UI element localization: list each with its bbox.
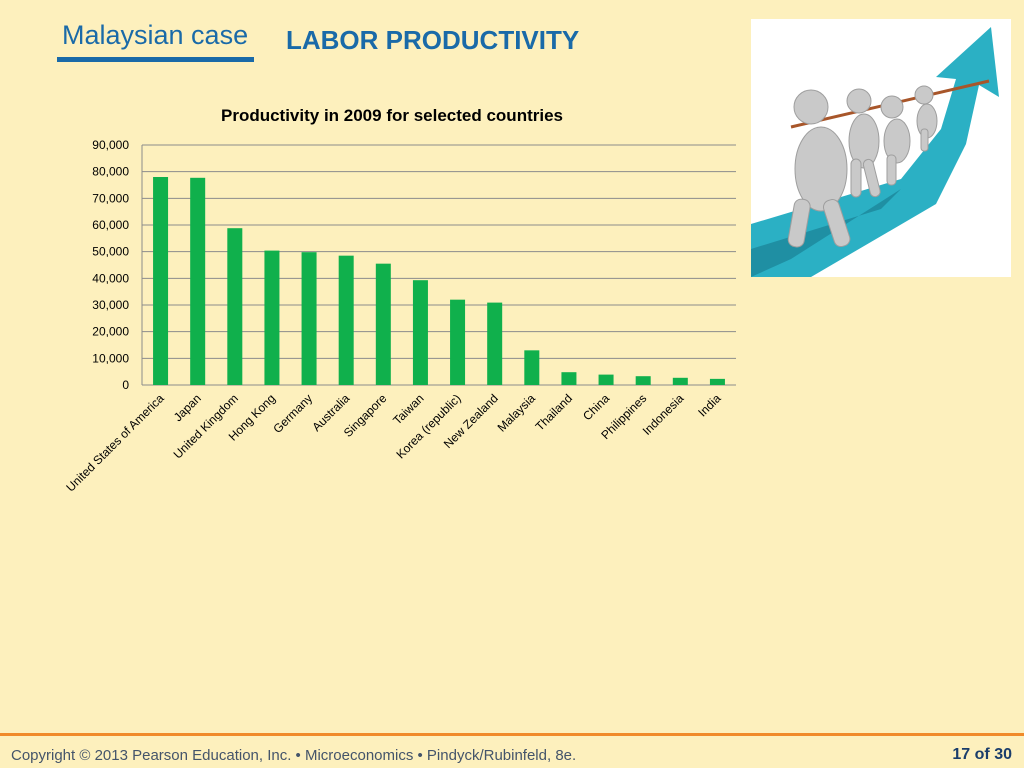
footer-divider	[0, 733, 1024, 736]
footer-copyright: Copyright © 2013 Pearson Education, Inc.…	[11, 747, 577, 764]
x-tick-label: United Kingdom	[171, 391, 241, 461]
bar	[375, 263, 391, 385]
y-tick-label: 90,000	[92, 138, 129, 152]
bar	[709, 378, 725, 385]
chart-title: Productivity in 2009 for selected countr…	[220, 106, 563, 125]
x-tick-label: United States of America	[63, 391, 167, 495]
y-tick-label: 80,000	[92, 165, 129, 179]
bar	[227, 228, 243, 385]
y-tick-label: 40,000	[92, 271, 129, 285]
bar	[672, 377, 688, 385]
bar	[153, 177, 169, 385]
bar	[264, 250, 280, 385]
page-number: 17 of 30	[952, 746, 1012, 763]
x-tick-label: Malaysia	[495, 391, 539, 435]
y-tick-label: 70,000	[92, 191, 129, 205]
tug-of-war-arrow-illustration-icon	[751, 19, 1011, 277]
x-tick-label: Korea (republic)	[393, 391, 463, 461]
y-tick-label: 20,000	[92, 325, 129, 339]
bar-chart: 0 10,000 20,000 30,000 40,000 50,000 60,000 70,…	[63, 138, 736, 495]
y-tick-label: 10,000	[92, 351, 129, 365]
bar	[598, 374, 614, 385]
bar	[635, 376, 651, 385]
bar	[338, 255, 354, 385]
bar	[450, 299, 466, 385]
y-tick-label: 50,000	[92, 245, 129, 259]
x-tick-label: India	[695, 391, 724, 420]
x-tick-label: Indonesia	[640, 391, 687, 438]
x-tick-label: Japan	[171, 391, 204, 424]
bar	[561, 372, 577, 385]
slide-title: LABOR PRODUCTIVITY	[286, 25, 580, 55]
x-tick-label: Taiwan	[390, 391, 426, 427]
x-tick-label: Thailand	[533, 391, 575, 433]
section-underline	[57, 57, 254, 62]
bar	[524, 350, 540, 385]
bar	[190, 177, 206, 385]
x-tick-label: Germany	[270, 391, 315, 436]
y-tick-label: 30,000	[92, 298, 129, 312]
bar	[412, 280, 428, 385]
y-tick-label: 0	[122, 378, 129, 392]
bar	[487, 302, 503, 385]
bar	[301, 252, 317, 385]
section-label: Malaysian case	[62, 20, 249, 50]
x-tick-label: China	[580, 391, 612, 423]
y-tick-label: 60,000	[92, 218, 129, 232]
